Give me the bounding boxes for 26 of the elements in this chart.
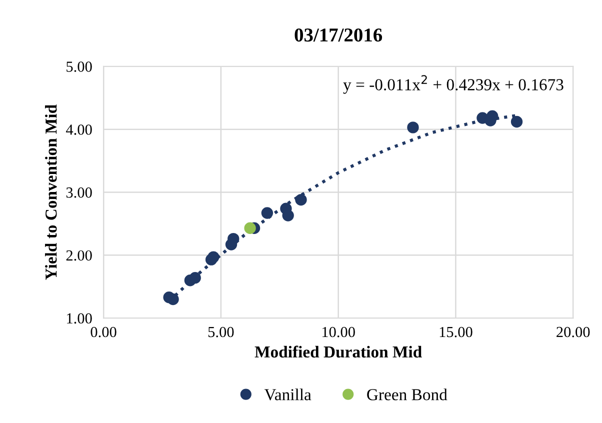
y-tick-label: 2.00 <box>66 250 92 261</box>
y-tick-label: 4.00 <box>66 124 92 135</box>
x-tick-label: 5.00 <box>208 326 234 338</box>
point <box>189 272 201 284</box>
point <box>261 207 274 219</box>
x-tick-label: 0.00 <box>90 326 116 338</box>
point <box>228 232 240 245</box>
legend-label: Vanilla <box>264 388 312 400</box>
point <box>510 116 523 128</box>
point <box>407 122 419 134</box>
y-tick-label: 1.00 <box>67 313 92 324</box>
x-tick-label: 15.00 <box>440 326 472 338</box>
point <box>282 210 294 222</box>
point <box>167 293 179 306</box>
y-axis-title: Yield to Convention Mid <box>45 104 57 280</box>
point <box>295 194 307 206</box>
y-tick-label: 3.00 <box>66 187 92 198</box>
x-tick-label: 20.00 <box>556 326 590 338</box>
chart-title: 03/17/2016 <box>294 28 382 42</box>
legend-label: Green Bond <box>367 388 448 400</box>
point <box>244 222 256 234</box>
point <box>208 251 220 263</box>
annotation: y = -0.011x$^{2}$ + 0.4239x + 0.1673 <box>343 75 564 94</box>
x-tick-label: 10.00 <box>322 326 355 338</box>
x-axis-title: Modified Duration Mid <box>254 346 422 358</box>
y-tick-label: 5.00 <box>66 62 92 72</box>
